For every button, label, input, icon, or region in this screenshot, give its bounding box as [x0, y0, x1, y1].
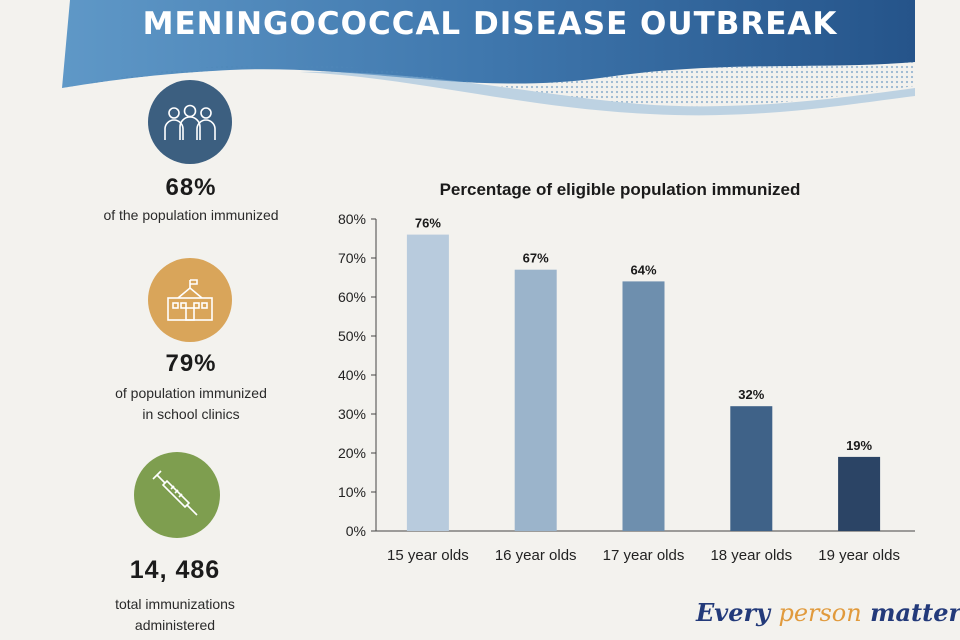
school-stat-circle — [148, 258, 232, 342]
population-stat-value: 68% — [165, 174, 217, 201]
y-tick-label: 30% — [338, 406, 366, 422]
y-tick-label: 70% — [338, 250, 366, 266]
header-banner — [62, 0, 915, 116]
population-stat-circle — [148, 80, 232, 164]
bar-data-label: 32% — [738, 387, 764, 402]
bar-data-label: 67% — [523, 251, 549, 266]
bar — [730, 406, 773, 531]
syringe-icon — [152, 470, 198, 516]
y-tick-label: 40% — [338, 367, 366, 383]
immunizations-stat-value: 14, 486 — [129, 556, 221, 584]
immunizations-stat-caption: total immunizations administered — [115, 596, 235, 633]
bar — [622, 281, 665, 531]
y-tick-label: 20% — [338, 445, 366, 461]
school-stat-caption: of population immunized in school clinic… — [115, 385, 267, 422]
bar — [406, 234, 449, 531]
population-stat-caption: of the population immunized — [103, 207, 279, 223]
bar-data-label: 76% — [415, 216, 441, 231]
bar-data-label: 19% — [846, 438, 872, 453]
x-tick-label: 19 year olds — [818, 547, 900, 564]
immunizations-stat-circle — [134, 452, 220, 538]
page-title: MENINGOCOCCAL DISEASE OUTBREAK — [142, 6, 838, 42]
bar-chart: 0% 10% 20% 30% 40% 50% 60% 70% 80% 76% 15 year old… — [338, 211, 915, 564]
school-building-icon — [167, 279, 213, 321]
school-stat-value: 79% — [165, 350, 217, 377]
x-tick-label: 17 year olds — [603, 547, 685, 564]
footer-tagline: Every person matters — [696, 598, 960, 627]
y-tick-label: 80% — [338, 211, 366, 227]
bar-data-label: 64% — [630, 262, 656, 277]
bar — [838, 456, 881, 531]
y-tick-label: 0% — [346, 523, 366, 539]
people-group-icon — [164, 104, 216, 140]
y-tick-label: 50% — [338, 328, 366, 344]
bar — [514, 269, 557, 531]
x-tick-label: 15 year olds — [387, 547, 469, 564]
x-tick-label: 18 year olds — [710, 547, 792, 564]
y-tick-label: 10% — [338, 484, 366, 500]
y-tick-label: 60% — [338, 289, 366, 305]
chart-title: Percentage of eligible population immuni… — [439, 180, 801, 199]
x-tick-label: 16 year olds — [495, 547, 577, 564]
